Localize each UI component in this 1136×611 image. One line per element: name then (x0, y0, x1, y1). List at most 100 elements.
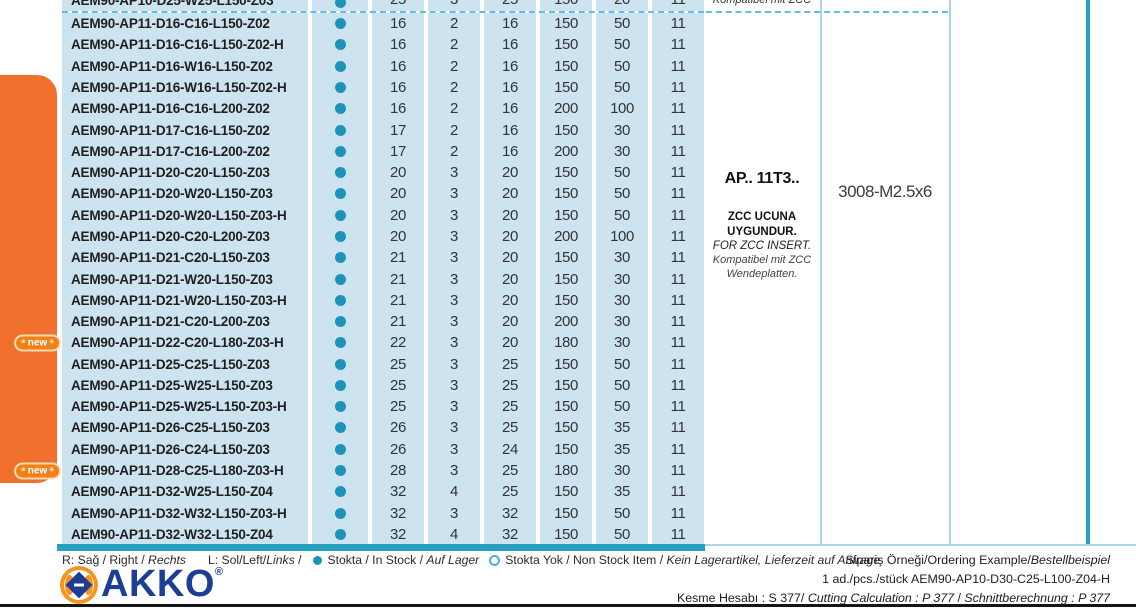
value-cell: 11 (652, 289, 704, 311)
value-cell: 32 (372, 523, 424, 546)
value-cell: 50 (596, 55, 648, 77)
value-cell: 2 (428, 34, 480, 56)
value-cell: 3 (428, 353, 480, 375)
value-cell: 28 (372, 459, 424, 482)
stock-cell (312, 247, 368, 269)
value-cell: 50 (596, 204, 648, 226)
product-code: AEM90-AP11-D26-C24-L150-Z03 (62, 438, 308, 460)
value-cell: 50 (596, 374, 648, 397)
value-cell: 180 (540, 459, 592, 482)
value-cell: 3 (428, 225, 480, 248)
value-cell: 11 (652, 502, 704, 524)
value-cell: 20 (484, 161, 536, 184)
value-cell: 150 (540, 523, 592, 546)
value-cell: 25 (372, 353, 424, 375)
stock-cell (312, 225, 368, 248)
value-cell: 20 (372, 161, 424, 184)
legend-left-de: Links (266, 553, 295, 567)
stock-cell (312, 310, 368, 333)
table-row: AEM90-AP11-D32-W32-L150-Z04 32 4 32 150 50 11 (62, 523, 704, 546)
in-stock-dot-icon (334, 337, 346, 349)
value-cell: 200 (540, 98, 592, 120)
sparkle-icon: ✳ (20, 339, 26, 346)
value-cell: 11 (652, 247, 704, 269)
value-cell: 3 (428, 310, 480, 333)
new-badge-label: new (27, 337, 48, 349)
stock-cell (312, 34, 368, 56)
stock-cell (312, 481, 368, 503)
new-badge: ✳ new ✳ (14, 462, 61, 480)
legend-nostock-de: Kein Lagerartikel, Lieferzeit auf Anfrag… (666, 553, 881, 567)
table-row: AEM90-AP11-D25-W25-L150-Z03-H 25 3 25 150 50 1… (62, 396, 704, 418)
value-cell: 16 (484, 140, 536, 162)
value-cell: 2 (428, 98, 480, 120)
in-stock-dot-icon (334, 39, 346, 51)
legend-right: R: Sağ / Right / (62, 553, 145, 567)
value-cell: 25 (484, 353, 536, 375)
table-row: AEM90-AP11-D26-C24-L150-Z03 26 3 24 150 35 11 (62, 438, 704, 460)
value-cell: 25 (484, 481, 536, 503)
product-code: AEM90-AP11-D17-C16-L200-Z02 (62, 140, 308, 162)
value-cell: 3 (428, 161, 480, 184)
stock-cell (312, 183, 368, 205)
value-cell: 25 (484, 417, 536, 439)
product-code: AEM90-AP11-D28-C25-L180-Z03-H (62, 459, 308, 482)
value-cell: 3 (428, 502, 480, 524)
in-stock-dot-icon (334, 103, 346, 115)
value-cell: 11 (652, 225, 704, 248)
legend-separator: / (298, 553, 302, 567)
value-cell: 4 (428, 523, 480, 546)
in-stock-dot-icon (334, 422, 346, 434)
stock-cell (312, 98, 368, 120)
product-code: AEM90-AP11-D16-C16-L150-Z02-H (62, 34, 308, 56)
product-code: AEM90-AP11-D20-C20-L150-Z03 (62, 161, 308, 184)
registered-mark: ® (214, 566, 224, 578)
value-cell: 20 (484, 225, 536, 248)
value-cell: 11 (652, 119, 704, 141)
value-cell: 11 (652, 481, 704, 503)
value-cell: 16 (372, 55, 424, 77)
product-code: AEM90-AP11-D21-W20-L150-Z03 (62, 268, 308, 290)
value-cell: 32 (372, 502, 424, 524)
in-stock-dot-icon (334, 230, 346, 242)
insert-series-title: AP.. 11T3.. (724, 170, 800, 187)
value-cell: 11 (652, 76, 704, 99)
product-code: AEM90-AP11-D22-C20-L180-Z03-H (62, 332, 308, 354)
table-row: AEM90-AP11-D32-W32-L150-Z03-H 32 3 32 150 50 1… (62, 502, 704, 524)
value-cell: 150 (540, 13, 592, 35)
in-stock-dot-icon (334, 18, 346, 30)
value-cell: 11 (652, 34, 704, 56)
value-cell: 25 (372, 374, 424, 397)
value-cell: 200 (540, 310, 592, 333)
insert-info-panel: AP.. 11T3.. ZCC UCUNA UYGUNDUR. FOR ZCC … (703, 170, 821, 281)
value-cell: 20 (484, 268, 536, 290)
value-cell: 21 (372, 289, 424, 311)
value-cell: 50 (596, 353, 648, 375)
value-cell: 16 (484, 98, 536, 120)
product-code: AEM90-AP11-D16-W16-L150-Z02 (62, 55, 308, 77)
value-cell: 11 (652, 374, 704, 397)
value-cell: 3 (428, 417, 480, 439)
value-cell: 11 (652, 268, 704, 290)
value-cell: 20 (484, 332, 536, 354)
in-stock-dot-icon (334, 486, 346, 498)
stock-cell (312, 417, 368, 439)
value-cell: 16 (484, 34, 536, 56)
in-stock-dot-icon (334, 124, 346, 136)
value-cell: 24 (484, 438, 536, 460)
product-code: AEM90-AP11-D21-C20-L200-Z03 (62, 310, 308, 333)
sparkle-icon: ✳ (49, 467, 55, 474)
value-cell: 150 (540, 502, 592, 524)
value-cell: 200 (540, 225, 592, 248)
value-cell: 3 (428, 374, 480, 397)
table-row: AEM90-AP11-D17-C16-L200-Z02 17 2 16 200 30 11 (62, 140, 704, 162)
value-cell: 50 (596, 13, 648, 35)
value-cell: 150 (540, 353, 592, 375)
stock-cell (312, 523, 368, 546)
in-stock-dot-icon (334, 273, 346, 285)
value-cell: 30 (596, 289, 648, 311)
table-row: AEM90-AP11-D20-W20-L150-Z03-H 20 3 20 150 50 1… (62, 204, 704, 226)
value-cell: 150 (540, 161, 592, 184)
value-cell: 150 (540, 247, 592, 269)
panel-bottom-border (705, 544, 1136, 546)
